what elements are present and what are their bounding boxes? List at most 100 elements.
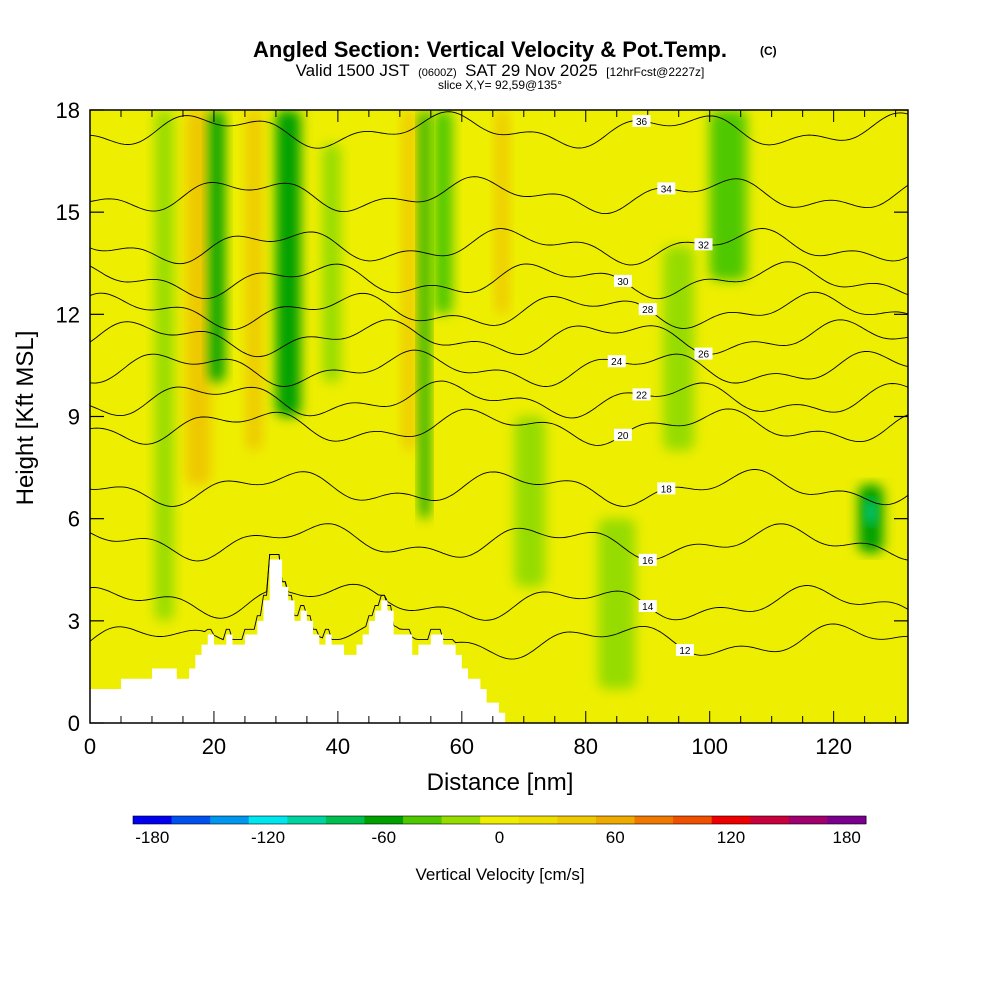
velocity-band-12	[866, 498, 876, 526]
colorbar-label: Vertical Velocity [cm/s]	[415, 865, 584, 884]
theta-label-32: 32	[698, 240, 710, 251]
colorbar	[132, 815, 867, 825]
velocity-band-2	[246, 110, 262, 451]
x-tick-label: 120	[815, 734, 852, 759]
x-tick-labels: 0 20 40 60 80 100 120	[84, 734, 852, 759]
velocity-band-9	[514, 416, 546, 587]
y-tick-label: 18	[56, 98, 80, 123]
theta-contour-26	[90, 319, 908, 358]
chart-title: Angled Section: Vertical Velocity & Pot.…	[253, 37, 727, 62]
theta-contour-12	[90, 553, 908, 660]
theta-contour-28	[90, 291, 908, 331]
theta-label-20: 20	[617, 431, 629, 442]
velocity-band-7	[433, 110, 453, 315]
theta-contour-22	[90, 380, 908, 419]
theta-contour-20	[90, 408, 908, 446]
theta-contour-14	[90, 553, 908, 621]
colorbar-swatch	[248, 816, 288, 824]
terrain-mask	[90, 559, 908, 723]
theta-label-16: 16	[642, 556, 654, 567]
colorbar-tick-labels: -180 -120 -60 0 60 120 180	[135, 828, 861, 847]
colorbar-swatch	[557, 816, 597, 824]
colorbar-swatch	[595, 816, 636, 824]
subtitle-valid: Valid 1500 JST	[296, 61, 410, 80]
axis-ticks	[89, 109, 908, 724]
colorbar-swatch	[711, 816, 751, 824]
slice-label: slice X,Y= 92,59@135°	[438, 78, 562, 92]
theta-label-22: 22	[636, 390, 648, 401]
theta-label-28: 28	[642, 305, 654, 316]
y-tick-label: 15	[56, 200, 80, 225]
theta-label-bg-18	[657, 482, 676, 495]
theta-contour-18	[90, 469, 908, 507]
theta-contour-34	[90, 176, 908, 215]
velocity-band-4	[322, 144, 341, 383]
theta-contour-labels: 12 14 16 18 20 22 24 26 28 30 32 34 36	[607, 114, 713, 657]
theta-label-bg-32	[694, 238, 713, 251]
theta-label-12: 12	[679, 646, 691, 657]
colorbar-swatch	[827, 816, 867, 824]
colorbar-swatch	[133, 816, 173, 824]
y-tick-label: 9	[68, 405, 80, 430]
theta-label-bg-22	[632, 388, 651, 401]
chart-subtitle: Valid 1500 JST (0600Z) SAT 29 Nov 2025 […	[296, 61, 705, 80]
velocity-band-6	[419, 110, 430, 519]
colorbar-tick-label: 180	[833, 828, 861, 847]
velocity-band-5	[402, 110, 416, 451]
x-tick-label: 60	[450, 734, 474, 759]
x-tick-label: 100	[691, 734, 728, 759]
chart-title-unit: (C)	[760, 44, 777, 58]
theta-label-bg-36	[632, 114, 651, 127]
colorbar-tick-label: 120	[717, 828, 745, 847]
y-tick-label: 12	[56, 302, 80, 327]
x-axis-label: Distance [nm]	[427, 769, 574, 796]
colorbar-swatch	[287, 816, 327, 824]
colorbar-swatch	[750, 816, 790, 824]
colorbar-frame	[132, 815, 867, 825]
theta-label-bg-12	[675, 644, 694, 657]
velocity-band-10	[709, 110, 747, 281]
colorbar-tick-label: 0	[495, 828, 504, 847]
theta-contour-30	[90, 261, 908, 300]
velocity-band-1	[209, 110, 225, 383]
theta-label-36: 36	[636, 117, 648, 128]
y-tick-label: 0	[68, 711, 80, 736]
theta-label-bg-34	[657, 182, 676, 195]
colorbar-swatch	[171, 816, 211, 824]
velocity-band-14	[598, 518, 636, 689]
theta-label-34: 34	[661, 184, 673, 195]
colorbar-swatch	[403, 816, 443, 824]
velocity-band-13	[155, 110, 174, 621]
theta-label-bg-26	[694, 347, 713, 360]
colorbar-swatch	[673, 816, 713, 824]
y-tick-labels: 0 3 6 9 12 15 18	[56, 98, 80, 736]
colorbar-swatch	[634, 816, 674, 824]
theta-label-bg-20	[613, 428, 632, 441]
colorbar-tick-label: -120	[251, 828, 285, 847]
colorbar-swatch	[325, 816, 365, 824]
colorbar-swatch	[441, 816, 481, 824]
theta-contour-32	[90, 228, 908, 266]
x-tick-label: 80	[574, 734, 598, 759]
theta-label-bg-14	[638, 600, 657, 613]
subtitle-forecast: [12hrFcst@2227z]	[606, 65, 704, 79]
velocity-field	[155, 110, 884, 689]
theta-label-24: 24	[611, 357, 623, 368]
plot-area	[90, 110, 908, 723]
theta-label-bg-28	[638, 303, 657, 316]
theta-label-26: 26	[698, 350, 710, 361]
theta-label-bg-30	[613, 274, 632, 287]
velocity-band-3	[275, 110, 301, 417]
subtitle-date: SAT 29 Nov 2025	[465, 61, 598, 80]
x-tick-label: 0	[84, 734, 96, 759]
y-axis-label: Height [Kft MSL]	[12, 331, 39, 506]
theta-label-30: 30	[617, 277, 629, 288]
velocity-band-8	[495, 110, 509, 315]
y-tick-label: 6	[68, 507, 80, 532]
theta-contours	[90, 111, 908, 660]
colorbar-swatch	[480, 816, 520, 824]
theta-label-bg-24	[607, 355, 626, 368]
colorbar-swatch	[364, 816, 404, 824]
x-tick-label: 40	[326, 734, 350, 759]
